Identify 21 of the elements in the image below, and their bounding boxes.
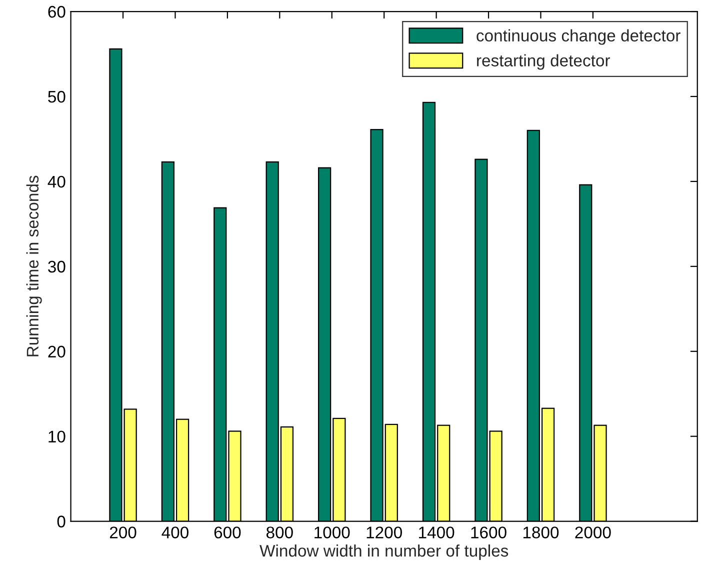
x-tick-label: 1200	[366, 526, 402, 538]
x-tick-label: 1000	[314, 526, 350, 538]
x-tick-label: 1400	[419, 526, 454, 538]
y-tick-label: 30	[48, 260, 66, 273]
legend-label: restarting detector	[477, 54, 610, 70]
x-tick-label: 400	[162, 526, 188, 538]
y-tick-label: 50	[48, 90, 66, 103]
y-axis-title: Running time in seconds	[26, 176, 42, 356]
y-tick-label: 10	[48, 430, 66, 443]
y-tick-label: 0	[57, 516, 66, 528]
legend-label: continuous change detector	[476, 29, 680, 45]
x-tick-label: 1600	[471, 526, 506, 538]
y-tick-label: 60	[48, 6, 66, 18]
x-tick-label: 600	[214, 526, 241, 538]
y-tick-label: 40	[48, 176, 66, 188]
x-tick-label: 1800	[523, 526, 559, 538]
x-tick-label: 200	[110, 526, 136, 538]
x-tick-label: 2000	[575, 526, 611, 538]
x-axis-title: Window width in number of tuples	[260, 544, 508, 560]
y-tick-label: 20	[48, 346, 66, 358]
x-tick-label: 800	[266, 526, 293, 538]
